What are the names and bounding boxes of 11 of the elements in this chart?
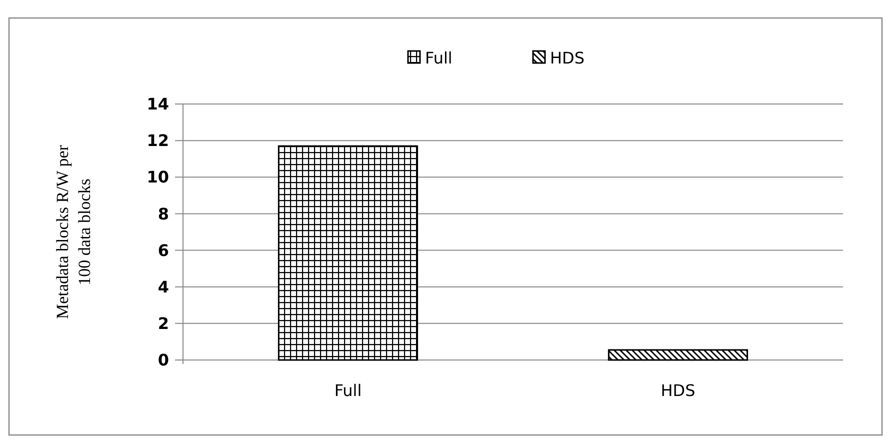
y-tick-label: 12 <box>146 131 169 150</box>
y-tick-label: 2 <box>158 314 169 334</box>
y-tick-label: 10 <box>146 168 169 187</box>
legend-label: Full <box>425 48 452 68</box>
y-tick-label: 0 <box>158 350 169 370</box>
y-tick-label: 8 <box>158 204 169 224</box>
legend-label: HDS <box>550 48 585 68</box>
y-tick-label: 14 <box>146 94 169 114</box>
y-tick-label: 4 <box>158 277 169 296</box>
y-tick-label: 6 <box>158 240 169 260</box>
y-axis-title: Metadata blocks R/W per 100 data blocks <box>53 144 94 319</box>
